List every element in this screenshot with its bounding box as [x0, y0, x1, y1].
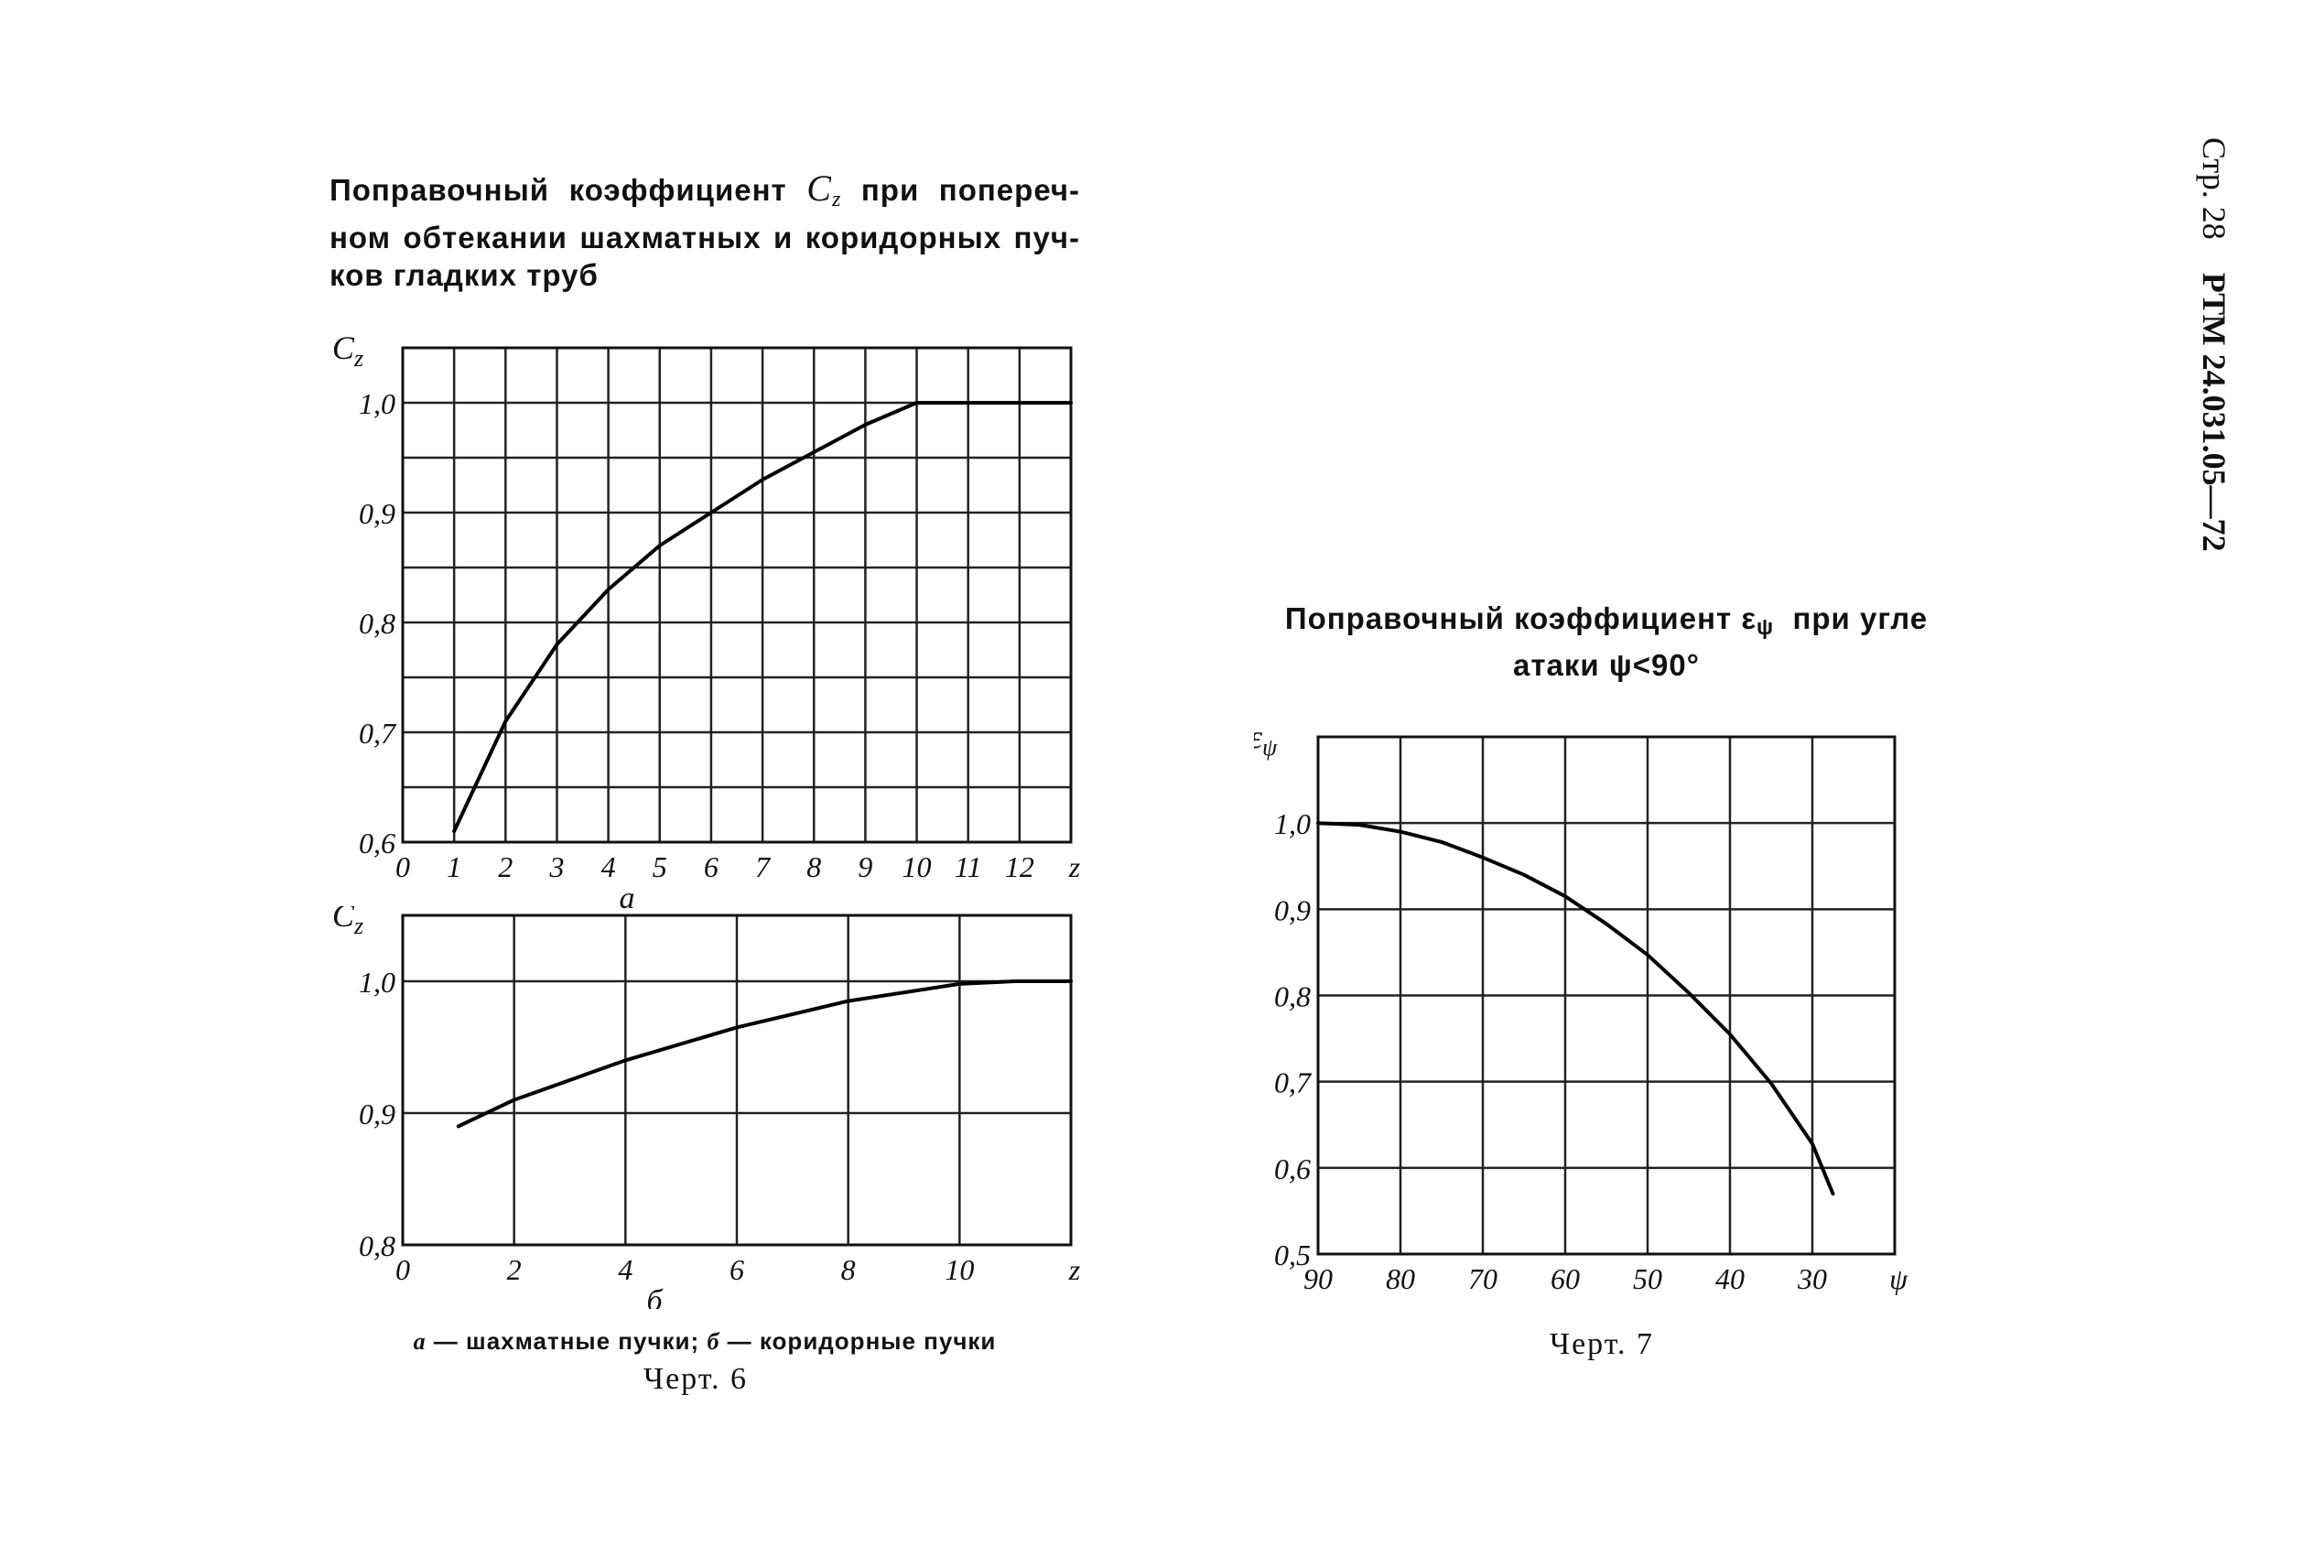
fig7-title-sub: ψ: [1757, 615, 1775, 640]
fig6-title-symbol: Cz: [806, 168, 842, 211]
x-axis-label: z: [1068, 850, 1081, 883]
x-tick-label: 2: [498, 850, 513, 883]
y-axis-label: εψ: [1254, 719, 1278, 761]
x-tick-label: 40: [1715, 1262, 1745, 1295]
y-tick-label: 0,8: [359, 1229, 395, 1262]
legend-b-text: — коридорные пучки: [727, 1327, 997, 1355]
y-tick-label: 0,8: [359, 607, 395, 640]
x-tick-label: 10: [903, 850, 932, 883]
fig6-title: Поправочный коэффициент Cz при попереч-н…: [330, 169, 1080, 294]
x-tick-label: 0: [395, 1253, 410, 1286]
fig6-title-part2: при попереч-ном обтекании шахматных и ко…: [330, 173, 1080, 292]
series-line: [452, 401, 1073, 833]
y-tick-label: 0,7: [1274, 1066, 1313, 1099]
x-tick-label: 8: [841, 1253, 856, 1286]
panel-label: а: [620, 881, 635, 915]
x-tick-label: 5: [653, 850, 667, 883]
y-tick-label: 0,5: [1274, 1238, 1311, 1271]
y-tick-label: 0,9: [359, 1098, 395, 1130]
legend-a-text: — шахматные пучки;: [433, 1327, 700, 1355]
fig7-title-line1-end: при угле: [1792, 601, 1929, 635]
x-tick-label: 70: [1468, 1262, 1497, 1295]
side-header: Стр. 28 РТМ 24.031.05—72: [2195, 137, 2233, 552]
chart-b: 0 2 4 6 8 10 z 0,8 0,9 1,0 Cz б: [332, 906, 1081, 1309]
x-axis-label: ψ: [1889, 1262, 1908, 1295]
x-tick-label: 6: [730, 1253, 744, 1286]
y-tick-label: 0,7: [359, 717, 397, 750]
x-tick-label: 90: [1303, 1262, 1333, 1295]
x-tick-label: 1: [447, 850, 461, 883]
x-tick-label: 8: [806, 850, 821, 883]
series-line: [456, 979, 1073, 1129]
x-tick-label: 80: [1386, 1262, 1415, 1295]
chart-c: 90 80 70 60 50 40 30 ψ 0,5 0,6 0,7 0,8 0,9 1,0 εψ: [1254, 719, 1908, 1295]
fig7-title-line2: атаки ψ<90°: [1513, 648, 1700, 682]
x-tick-label: 50: [1633, 1262, 1662, 1295]
panel-label: б: [646, 1284, 664, 1309]
plot-frame: [1316, 735, 1897, 1256]
x-tick-label: 30: [1797, 1262, 1827, 1295]
y-tick-label: 0,8: [1274, 980, 1311, 1013]
fig7-title-line1: Поправочный коэффициент ε: [1284, 601, 1757, 635]
fig7-caption: Черт. 7: [1549, 1327, 1655, 1361]
x-tick-label: 0: [395, 850, 410, 883]
y-tick-label: 0,6: [1274, 1152, 1311, 1185]
x-axis-label: z: [1068, 1253, 1081, 1286]
y-tick-label: 0,9: [1274, 893, 1311, 926]
plot-frame: [401, 346, 1073, 844]
x-tick-label: 12: [1005, 850, 1034, 883]
fig6-title-part1: Поправочный коэффициент: [330, 173, 787, 207]
x-tick-label: 10: [945, 1253, 974, 1286]
fig7-title: Поправочный коэффициент εψ при угле атак…: [1263, 600, 1950, 684]
x-tick-label: 4: [618, 1253, 632, 1286]
plot-frame: [401, 914, 1073, 1247]
doc-number: РТМ 24.031.05—72: [2196, 272, 2232, 552]
legend-b-letter: б: [707, 1328, 720, 1355]
x-tick-label: 60: [1551, 1262, 1580, 1295]
y-tick-label: 0,6: [359, 827, 395, 860]
x-tick-label: 11: [955, 850, 982, 883]
legend-a-letter: а: [413, 1328, 427, 1355]
y-tick-label: 1,0: [359, 966, 395, 999]
y-tick-label: 0,9: [359, 497, 395, 530]
x-tick-label: 7: [755, 850, 772, 883]
x-tick-label: 6: [704, 850, 719, 883]
fig6-legend: а — шахматные пучки; б — коридорные пучк…: [302, 1327, 1108, 1356]
y-axis-label: Cz: [332, 330, 363, 372]
x-tick-label: 4: [601, 850, 616, 883]
fig6-caption: Черт. 6: [643, 1362, 749, 1396]
y-tick-label: 1,0: [359, 387, 395, 420]
x-tick-label: 9: [858, 850, 872, 883]
y-axis-label: Cz: [332, 906, 363, 939]
page-number: Стр. 28: [2196, 137, 2232, 240]
x-tick-label: 2: [507, 1253, 522, 1286]
series-line: [1316, 821, 1835, 1196]
x-tick-label: 3: [548, 850, 564, 883]
y-tick-label: 1,0: [1274, 807, 1311, 840]
